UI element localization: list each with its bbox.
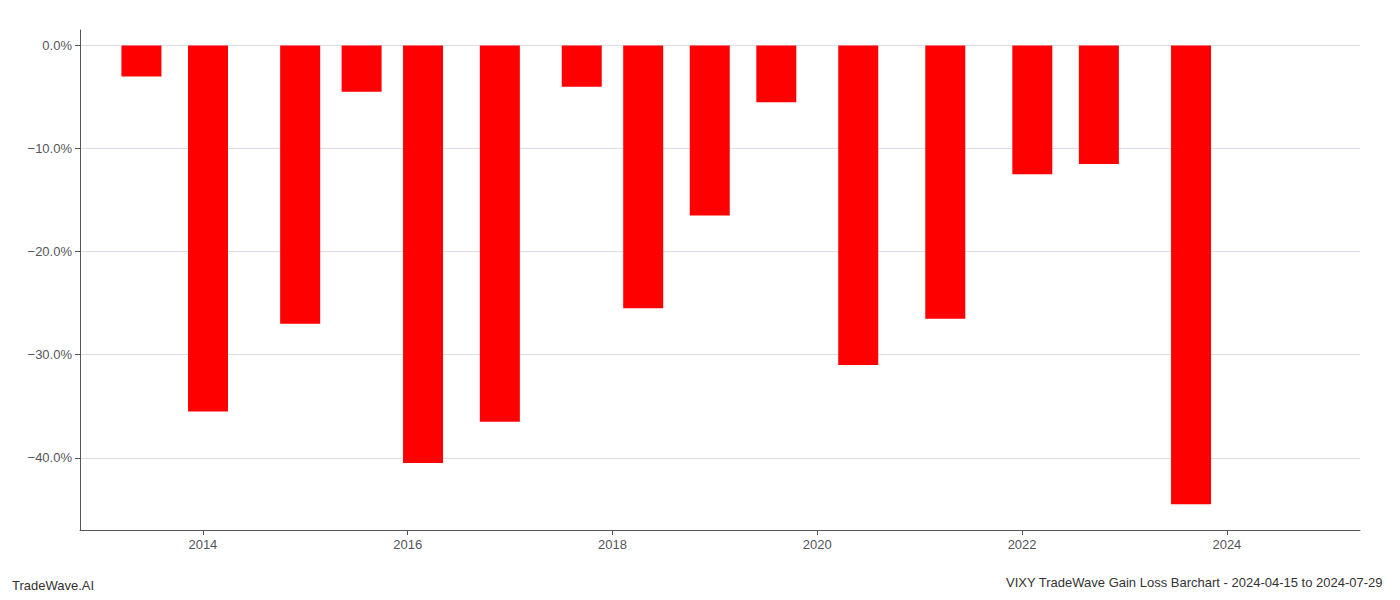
svg-text:2020: 2020 (803, 537, 832, 552)
svg-text:−30.0%: −30.0% (28, 347, 73, 362)
svg-text:2016: 2016 (393, 537, 422, 552)
svg-text:2022: 2022 (1008, 537, 1037, 552)
svg-text:−40.0%: −40.0% (28, 450, 73, 465)
svg-text:−20.0%: −20.0% (28, 244, 73, 259)
svg-text:TradeWave.AI: TradeWave.AI (12, 578, 94, 593)
svg-text:0.0%: 0.0% (42, 38, 72, 53)
svg-text:2014: 2014 (188, 537, 217, 552)
svg-text:2024: 2024 (1212, 537, 1241, 552)
svg-text:2018: 2018 (598, 537, 627, 552)
svg-text:VIXY TradeWave Gain Loss Barch: VIXY TradeWave Gain Loss Barchart - 2024… (1006, 575, 1383, 590)
svg-text:−10.0%: −10.0% (28, 141, 73, 156)
